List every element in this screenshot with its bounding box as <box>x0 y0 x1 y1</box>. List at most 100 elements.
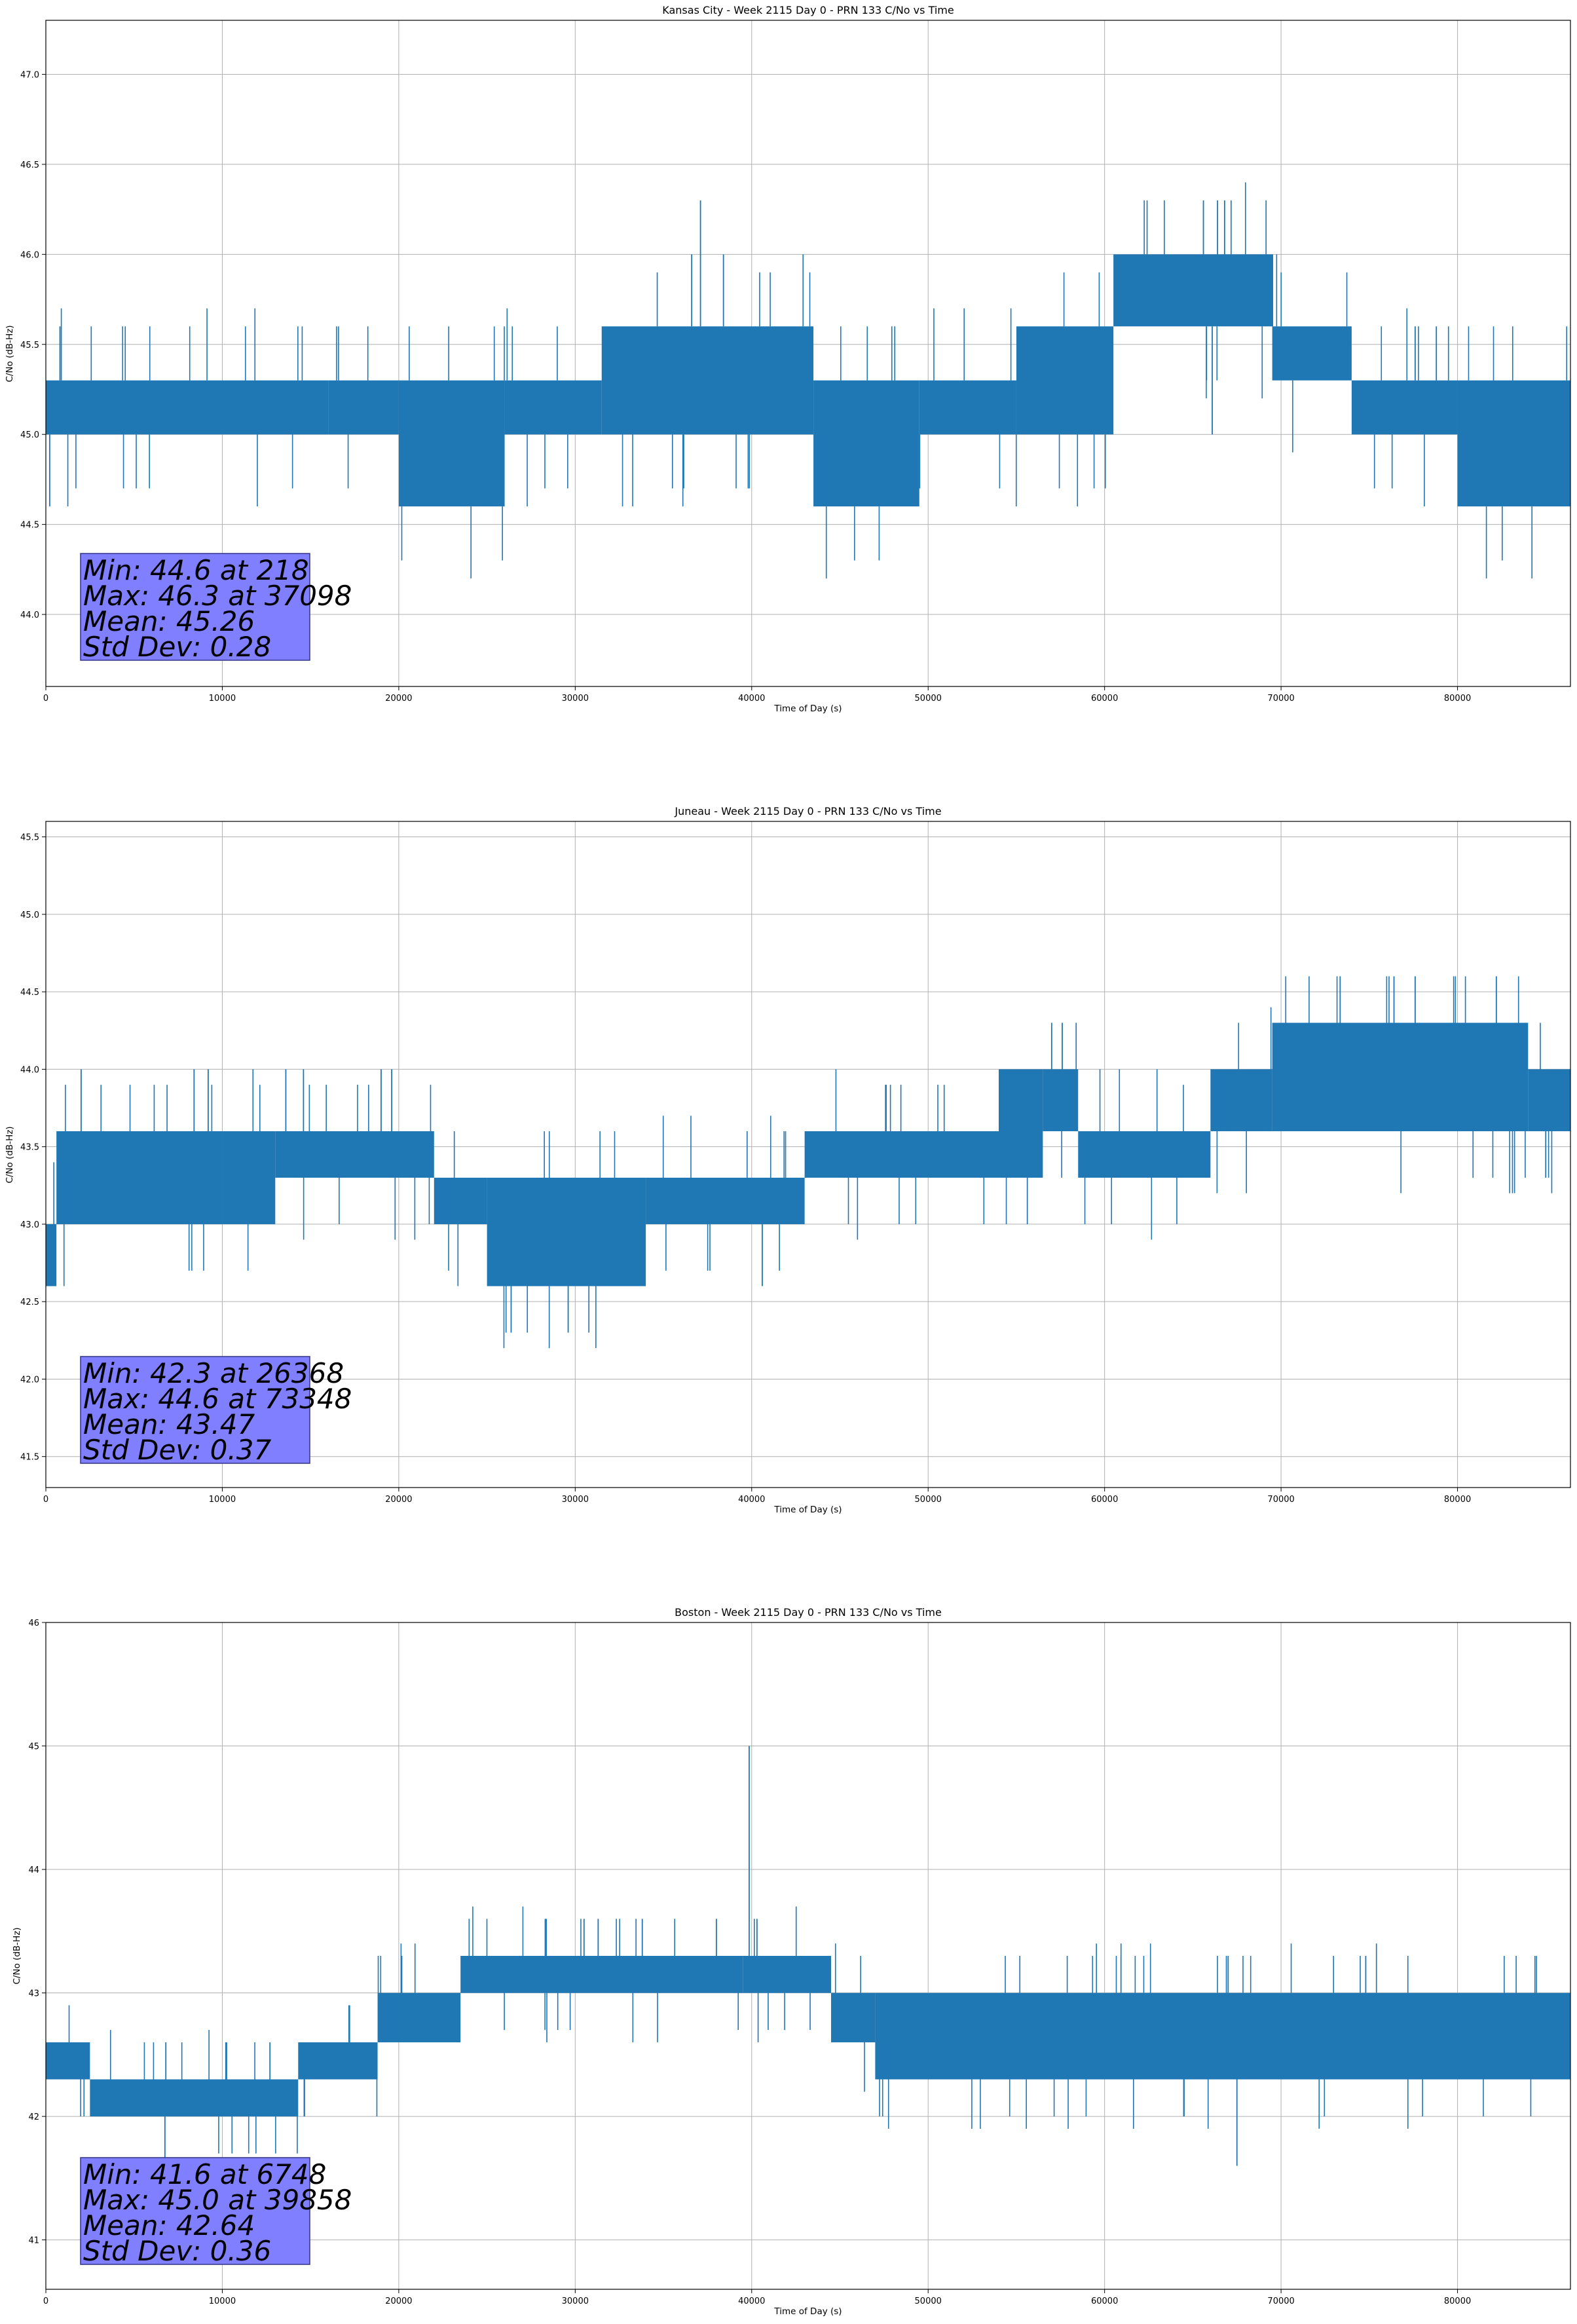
series-band <box>275 1131 434 1178</box>
series-band <box>90 2079 299 2117</box>
y-tick-label: 45.5 <box>20 833 39 843</box>
y-tick-label: 42 <box>28 2112 39 2122</box>
x-ticks: 0 10000 20000 30000 40000 50000 60000 70000 8000… <box>43 2289 1471 2306</box>
y-tick-label: 46.0 <box>20 250 39 260</box>
x-tick-label: 40000 <box>738 694 765 703</box>
y-tick-label: 43 <box>28 1989 39 1999</box>
x-tick-label: 70000 <box>1267 694 1294 703</box>
stat-max: Max: 44.6 at 73348 <box>83 1383 352 1415</box>
y-tick-label: 42.0 <box>20 1375 39 1385</box>
series-band <box>298 2042 378 2080</box>
x-tick-label: 80000 <box>1444 694 1471 703</box>
series-band <box>1528 1069 1570 1132</box>
series-band <box>1272 1022 1529 1132</box>
y-tick-label: 47.0 <box>20 70 39 80</box>
series-band <box>999 1069 1043 1178</box>
series-band <box>601 326 814 435</box>
stat-std-dev: Std Dev: 0.37 <box>83 1434 271 1466</box>
series-band <box>831 1993 876 2042</box>
panel-kansas-city: Kansas City - Week 2115 Day 0 - PRN 133 … <box>5 4 1571 714</box>
series-band <box>46 1224 57 1286</box>
y-tick-label: 45.0 <box>20 430 39 440</box>
data-series <box>46 1746 1570 2166</box>
x-axis-label: Time of Day (s) <box>773 2306 842 2317</box>
stat-mean: Mean: 45.26 <box>83 605 255 637</box>
y-axis-label: C/No (dB-Hz) <box>5 325 15 382</box>
series-band <box>646 1177 805 1224</box>
series-band <box>1016 326 1114 435</box>
x-tick-label: 70000 <box>1267 2296 1294 2306</box>
series-band <box>487 1177 646 1286</box>
stats-box: Min: 42.3 at 26368 Max: 44.6 at 73348 Me… <box>80 1356 352 1466</box>
x-tick-label: 30000 <box>562 2296 589 2306</box>
stat-std-dev: Std Dev: 0.36 <box>83 2235 271 2267</box>
x-tick-label: 50000 <box>915 2296 942 2306</box>
plot-frame <box>45 20 1571 687</box>
series-band <box>919 380 1016 435</box>
series-band <box>813 380 919 507</box>
data-series <box>46 976 1570 1349</box>
stat-min: Min: 41.6 at 6748 <box>83 2158 326 2190</box>
x-axis-label: Time of Day (s) <box>773 1505 842 1515</box>
series-band <box>504 380 602 435</box>
series-band <box>398 380 505 507</box>
stat-max: Max: 46.3 at 37098 <box>83 580 352 612</box>
x-tick-label: 60000 <box>1091 694 1118 703</box>
y-tick-label: 41.5 <box>20 1453 39 1463</box>
stats-box-background <box>80 2157 310 2265</box>
x-axis-label: Time of Day (s) <box>773 703 842 714</box>
x-ticks: 0 10000 20000 30000 40000 50000 60000 70000 8000… <box>43 1488 1471 1505</box>
x-tick-label: 20000 <box>385 694 412 703</box>
y-tick-label: 45.0 <box>20 910 39 920</box>
y-tick-label: 46.5 <box>20 160 39 170</box>
stat-min: Min: 42.3 at 26368 <box>83 1357 344 1389</box>
y-tick-label: 46 <box>28 1619 39 1628</box>
chart-title: Juneau - Week 2115 Day 0 - PRN 133 C/No … <box>674 805 941 817</box>
x-tick-label: 70000 <box>1267 1495 1294 1505</box>
y-axis-label: C/No (dB-Hz) <box>5 1126 15 1183</box>
y-tick-label: 44.0 <box>20 610 39 620</box>
series-band <box>46 380 109 435</box>
series-band <box>1210 1069 1272 1132</box>
series-band <box>1043 1069 1079 1132</box>
series-band <box>1457 380 1570 507</box>
x-tick-label: 60000 <box>1091 2296 1118 2306</box>
series-band <box>1272 326 1352 381</box>
y-tick-label: 45.5 <box>20 341 39 350</box>
plot-frame <box>45 821 1571 1488</box>
stats-box-background <box>80 553 310 661</box>
stat-mean: Mean: 43.47 <box>83 1408 255 1440</box>
x-tick-label: 30000 <box>562 694 589 703</box>
stat-mean: Mean: 42.64 <box>83 2209 255 2241</box>
stat-min: Min: 44.6 at 218 <box>83 554 309 586</box>
series-band <box>56 1131 223 1224</box>
x-tick-label: 10000 <box>209 694 236 703</box>
series-band <box>434 1177 487 1224</box>
y-tick-label: 41 <box>28 2236 39 2246</box>
x-tick-label: 40000 <box>738 2296 765 2306</box>
stat-std-dev: Std Dev: 0.28 <box>83 631 271 663</box>
panel-boston: Boston - Week 2115 Day 0 - PRN 133 C/No … <box>12 1606 1571 2317</box>
series-band <box>875 1993 1570 2080</box>
stat-max: Max: 45.0 at 39858 <box>83 2184 352 2216</box>
series-band <box>460 1956 743 1993</box>
series-band <box>1351 380 1458 435</box>
chart-title: Kansas City - Week 2115 Day 0 - PRN 133 … <box>662 4 954 16</box>
panel-juneau: Juneau - Week 2115 Day 0 - PRN 133 C/No … <box>5 805 1571 1515</box>
data-series <box>46 182 1570 579</box>
x-tick-label: 80000 <box>1444 1495 1471 1505</box>
x-tick-label: 10000 <box>209 2296 236 2306</box>
stats-box-background <box>80 1356 310 1464</box>
x-tick-label: 10000 <box>209 1495 236 1505</box>
y-tick-label: 44.0 <box>20 1065 39 1075</box>
y-tick-label: 45 <box>28 1742 39 1752</box>
y-tick-label: 42.5 <box>20 1298 39 1307</box>
series-band <box>328 380 399 435</box>
series-band <box>1078 1131 1211 1178</box>
x-tick-label: 0 <box>43 2296 48 2306</box>
series-band <box>804 1131 999 1178</box>
series-band <box>1113 254 1272 327</box>
y-tick-label: 43.0 <box>20 1220 39 1230</box>
x-tick-label: 0 <box>43 694 48 703</box>
y-tick-label: 44 <box>28 1865 39 1875</box>
